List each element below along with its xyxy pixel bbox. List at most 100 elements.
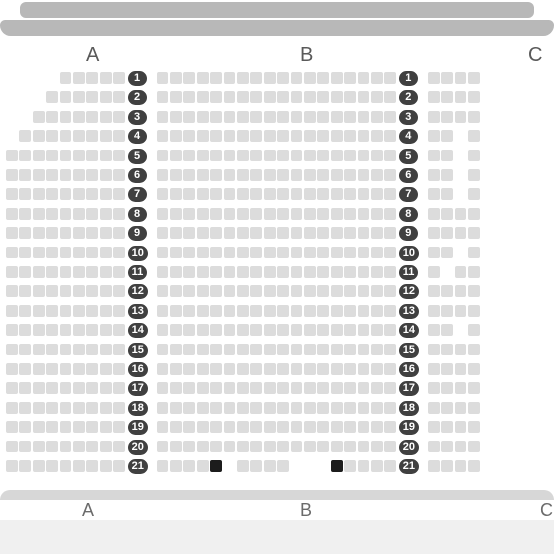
seat[interactable] (100, 421, 112, 433)
seat[interactable] (468, 208, 480, 220)
seat[interactable] (264, 150, 276, 162)
seat[interactable] (19, 344, 31, 356)
seat[interactable] (224, 324, 236, 336)
seat[interactable] (384, 130, 396, 142)
seat[interactable] (277, 382, 289, 394)
seat[interactable] (358, 382, 370, 394)
seat[interactable] (210, 169, 222, 181)
seat[interactable] (33, 460, 45, 472)
seat[interactable] (358, 344, 370, 356)
seat[interactable] (170, 402, 182, 414)
seat[interactable] (428, 150, 440, 162)
seat[interactable] (277, 91, 289, 103)
seat[interactable] (183, 169, 195, 181)
seat[interactable] (60, 421, 72, 433)
seat[interactable] (331, 266, 343, 278)
seat[interactable] (304, 421, 316, 433)
seat[interactable] (33, 324, 45, 336)
seat[interactable] (113, 188, 125, 200)
seat[interactable] (183, 91, 195, 103)
seat[interactable] (331, 91, 343, 103)
seat[interactable] (6, 363, 18, 375)
seat[interactable] (331, 441, 343, 453)
seat[interactable] (317, 305, 329, 317)
seat[interactable] (33, 305, 45, 317)
seat[interactable] (170, 324, 182, 336)
seat[interactable] (384, 344, 396, 356)
seat[interactable] (371, 344, 383, 356)
seat[interactable] (277, 208, 289, 220)
seat[interactable] (183, 266, 195, 278)
seat[interactable] (170, 111, 182, 123)
seat[interactable] (277, 305, 289, 317)
seat[interactable] (344, 91, 356, 103)
seat[interactable] (371, 169, 383, 181)
seat[interactable] (468, 324, 480, 336)
seat[interactable] (33, 344, 45, 356)
seat[interactable] (113, 363, 125, 375)
seat[interactable] (183, 344, 195, 356)
seat[interactable] (46, 285, 58, 297)
seat[interactable] (19, 130, 31, 142)
seat[interactable] (113, 266, 125, 278)
seat[interactable] (60, 441, 72, 453)
seat[interactable] (455, 344, 467, 356)
seat[interactable] (86, 382, 98, 394)
seat[interactable] (46, 421, 58, 433)
seat[interactable] (73, 91, 85, 103)
seat[interactable] (428, 382, 440, 394)
seat[interactable] (46, 324, 58, 336)
seat[interactable] (441, 130, 453, 142)
seat[interactable] (197, 441, 209, 453)
seat[interactable] (237, 130, 249, 142)
seat[interactable] (157, 72, 169, 84)
seat[interactable] (468, 247, 480, 259)
seat[interactable] (371, 382, 383, 394)
seat[interactable] (170, 72, 182, 84)
seat[interactable] (170, 344, 182, 356)
seat[interactable] (468, 227, 480, 239)
seat[interactable] (113, 402, 125, 414)
seat[interactable] (19, 169, 31, 181)
seat[interactable] (19, 150, 31, 162)
seat[interactable] (183, 285, 195, 297)
seat[interactable] (183, 130, 195, 142)
seat[interactable] (100, 111, 112, 123)
seat[interactable] (86, 227, 98, 239)
seat[interactable] (197, 247, 209, 259)
seat[interactable] (100, 382, 112, 394)
seat[interactable] (317, 421, 329, 433)
seat[interactable] (344, 247, 356, 259)
seat[interactable] (344, 266, 356, 278)
seat[interactable] (371, 363, 383, 375)
seat[interactable] (6, 344, 18, 356)
seat[interactable] (277, 402, 289, 414)
seat[interactable] (60, 247, 72, 259)
seat[interactable] (264, 130, 276, 142)
seat[interactable] (46, 150, 58, 162)
seat[interactable] (113, 150, 125, 162)
seat[interactable] (304, 247, 316, 259)
seat[interactable] (73, 421, 85, 433)
seat[interactable] (237, 169, 249, 181)
seat[interactable] (428, 72, 440, 84)
seat[interactable] (210, 460, 222, 472)
seat[interactable] (224, 91, 236, 103)
seat[interactable] (344, 363, 356, 375)
seat[interactable] (441, 402, 453, 414)
seat[interactable] (46, 441, 58, 453)
seat[interactable] (157, 208, 169, 220)
seat[interactable] (441, 188, 453, 200)
seat[interactable] (304, 169, 316, 181)
seat[interactable] (197, 150, 209, 162)
seat[interactable] (371, 324, 383, 336)
seat[interactable] (250, 460, 262, 472)
seat[interactable] (170, 227, 182, 239)
seat[interactable] (19, 421, 31, 433)
seat[interactable] (86, 130, 98, 142)
seat[interactable] (317, 402, 329, 414)
seat[interactable] (441, 150, 453, 162)
seat[interactable] (468, 402, 480, 414)
seat[interactable] (344, 382, 356, 394)
seat[interactable] (19, 363, 31, 375)
